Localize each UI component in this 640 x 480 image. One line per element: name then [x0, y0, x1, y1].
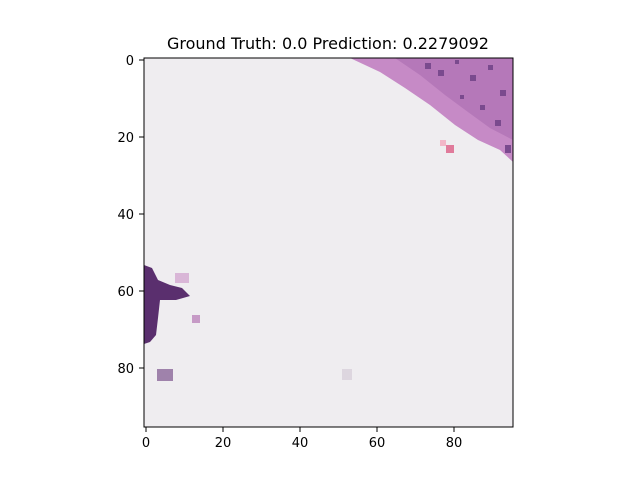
figure-title: Ground Truth: 0.0 Prediction: 0.2279092 — [167, 34, 489, 53]
x-tick-label: 80 — [446, 436, 463, 451]
x-axis: 0 20 40 60 80 — [142, 427, 462, 451]
tissue-light-speck-left — [175, 273, 189, 283]
tissue-faint-speck — [342, 369, 352, 380]
y-axis: 0 20 40 60 80 — [117, 54, 144, 377]
tissue-small-speck-2 — [157, 369, 173, 381]
y-tick-label: 60 — [117, 285, 134, 300]
x-tick-label: 40 — [292, 436, 309, 451]
y-tick-label: 40 — [117, 208, 134, 223]
tissue-pink-dot-faint — [440, 140, 446, 146]
image-frame — [143, 57, 514, 428]
tissue-dark-specks — [425, 60, 511, 153]
x-tick-label: 60 — [369, 436, 386, 451]
tissue-region-left-cluster — [144, 265, 190, 344]
y-tick-label: 20 — [117, 131, 134, 146]
tissue-small-speck-1 — [192, 315, 200, 323]
tissue-dense-band — [395, 58, 513, 140]
tissue-pink-dot — [446, 145, 454, 153]
x-tick-label: 20 — [215, 436, 232, 451]
x-tick-label: 0 — [142, 436, 150, 451]
y-tick-label: 0 — [126, 54, 134, 69]
y-tick-label: 80 — [117, 362, 134, 377]
image-panel — [143, 57, 514, 428]
